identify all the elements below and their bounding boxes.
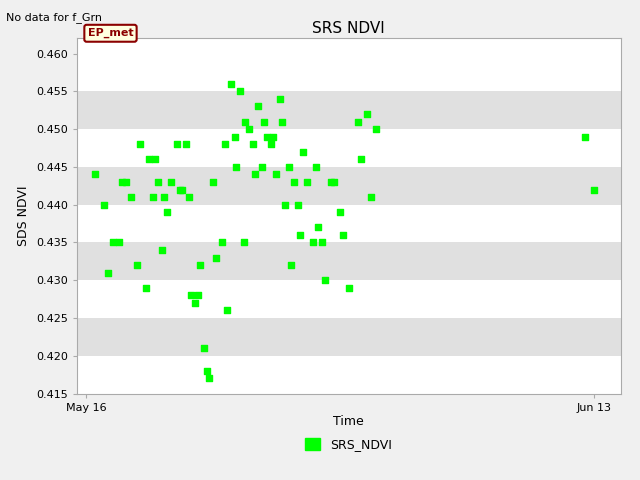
Point [275, 95, 285, 103]
Point [229, 133, 239, 141]
Point [132, 261, 142, 269]
Point [159, 193, 169, 201]
Point [253, 103, 263, 110]
Point [157, 246, 167, 254]
Point [259, 118, 269, 125]
Point [163, 208, 173, 216]
Point [589, 186, 599, 193]
Point [184, 193, 195, 201]
Point [289, 178, 300, 186]
Point [362, 110, 372, 118]
Point [148, 193, 158, 201]
Point [280, 201, 291, 208]
Point [202, 367, 212, 375]
Point [353, 118, 363, 125]
Point [198, 345, 209, 352]
Title: SRS NDVI: SRS NDVI [312, 21, 385, 36]
Point [177, 186, 187, 193]
Bar [77, 53, 621, 91]
Bar [77, 204, 621, 242]
Point [285, 261, 296, 269]
Point [284, 163, 294, 171]
Point [244, 125, 254, 133]
Point [339, 231, 349, 239]
Point [326, 178, 336, 186]
Point [356, 156, 367, 163]
Point [120, 178, 131, 186]
Point [335, 208, 345, 216]
Point [329, 178, 339, 186]
Point [311, 163, 321, 171]
Bar [77, 129, 621, 167]
Point [235, 87, 245, 95]
Point [186, 291, 196, 299]
Point [293, 201, 303, 208]
Point [298, 148, 308, 156]
Point [102, 269, 113, 276]
Point [248, 140, 258, 148]
X-axis label: Time: Time [333, 415, 364, 429]
Point [195, 261, 205, 269]
Point [250, 170, 260, 178]
Bar [77, 280, 621, 318]
Point [208, 178, 218, 186]
Point [141, 284, 151, 292]
Point [172, 140, 182, 148]
Point [313, 224, 323, 231]
Point [365, 193, 376, 201]
Point [320, 276, 330, 284]
Point [189, 299, 200, 307]
Bar [77, 356, 621, 394]
Point [579, 133, 589, 141]
Point [262, 133, 273, 141]
Bar [77, 242, 621, 280]
Point [180, 140, 191, 148]
Point [295, 231, 305, 239]
Point [239, 239, 249, 246]
Point [108, 239, 118, 246]
Point [144, 156, 154, 163]
Point [211, 254, 221, 262]
Legend: SRS_NDVI: SRS_NDVI [305, 438, 392, 451]
Point [154, 178, 164, 186]
Point [371, 125, 381, 133]
Point [268, 133, 278, 141]
Point [257, 163, 267, 171]
Point [302, 178, 312, 186]
Point [117, 178, 127, 186]
Point [317, 239, 327, 246]
Bar [77, 91, 621, 129]
Point [126, 193, 136, 201]
Point [90, 170, 100, 178]
Point [150, 156, 160, 163]
Point [175, 186, 185, 193]
Point [222, 307, 232, 314]
Point [113, 239, 124, 246]
Point [99, 201, 109, 208]
Bar [77, 167, 621, 204]
Point [307, 239, 317, 246]
Y-axis label: SDS NDVI: SDS NDVI [17, 186, 30, 246]
Point [166, 178, 176, 186]
Point [344, 284, 354, 292]
Text: EP_met: EP_met [88, 28, 133, 38]
Point [204, 375, 214, 383]
Point [271, 170, 282, 178]
Point [226, 80, 236, 87]
Point [217, 239, 227, 246]
Text: No data for f_Grn: No data for f_Grn [6, 12, 102, 23]
Point [266, 140, 276, 148]
Point [231, 163, 241, 171]
Point [220, 140, 230, 148]
Bar [77, 318, 621, 356]
Point [276, 118, 287, 125]
Point [241, 118, 251, 125]
Point [193, 291, 204, 299]
Point [135, 140, 145, 148]
